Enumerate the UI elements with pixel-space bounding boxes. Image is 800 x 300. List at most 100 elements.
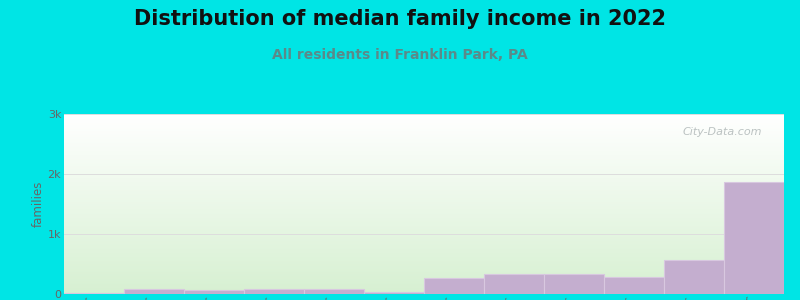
Bar <box>64 244 784 245</box>
Bar <box>64 199 784 200</box>
Bar <box>64 230 784 231</box>
Bar <box>64 274 784 275</box>
Y-axis label: families: families <box>32 181 45 227</box>
Bar <box>64 251 784 252</box>
Bar <box>64 257 784 258</box>
Bar <box>64 117 784 118</box>
Bar <box>64 120 784 121</box>
Bar <box>64 175 784 176</box>
Bar <box>64 180 784 181</box>
Bar <box>64 209 784 210</box>
Bar <box>64 292 784 293</box>
Bar <box>64 204 784 205</box>
Text: City-Data.com: City-Data.com <box>683 127 762 136</box>
Bar <box>64 121 784 122</box>
Bar <box>244 289 304 294</box>
Bar <box>64 142 784 143</box>
Bar <box>124 289 184 294</box>
Bar <box>64 173 784 174</box>
Bar <box>64 187 784 188</box>
Bar <box>64 218 784 219</box>
Bar <box>64 145 784 146</box>
Bar <box>64 261 784 262</box>
Text: All residents in Franklin Park, PA: All residents in Franklin Park, PA <box>272 48 528 62</box>
Bar <box>64 176 784 177</box>
Bar <box>64 129 784 130</box>
Bar <box>64 273 784 274</box>
Bar <box>64 134 784 135</box>
Bar <box>64 270 784 271</box>
Bar <box>64 225 784 226</box>
Bar <box>64 115 784 116</box>
Bar <box>664 260 724 294</box>
Bar <box>184 290 244 294</box>
Bar <box>64 116 784 117</box>
Bar <box>64 155 784 156</box>
Bar <box>724 182 784 294</box>
Bar <box>64 159 784 160</box>
Bar <box>64 125 784 126</box>
Bar <box>64 161 784 162</box>
Bar <box>64 165 784 166</box>
Bar <box>64 211 784 212</box>
Bar <box>64 135 784 136</box>
Bar <box>64 217 784 218</box>
Bar <box>64 288 784 289</box>
Bar <box>64 198 784 199</box>
Bar <box>64 153 784 154</box>
Text: Distribution of median family income in 2022: Distribution of median family income in … <box>134 9 666 29</box>
Bar <box>64 228 784 229</box>
Bar <box>64 140 784 141</box>
Bar <box>64 213 784 214</box>
Bar <box>64 249 784 250</box>
Bar <box>64 278 784 279</box>
Bar <box>64 174 784 175</box>
Bar <box>64 190 784 191</box>
Bar <box>64 237 784 238</box>
Bar <box>64 214 784 215</box>
Bar <box>64 219 784 220</box>
Bar <box>64 264 784 265</box>
Bar <box>64 212 784 213</box>
Bar <box>484 274 544 294</box>
Bar <box>64 137 784 138</box>
Bar <box>64 235 784 236</box>
Bar <box>64 262 784 263</box>
Bar <box>64 139 784 140</box>
Bar <box>64 182 784 183</box>
Bar <box>64 269 784 270</box>
Bar <box>64 203 784 204</box>
Bar <box>64 184 784 185</box>
Bar <box>64 144 784 145</box>
Bar <box>64 138 784 139</box>
Bar <box>64 179 784 180</box>
Bar <box>64 201 784 202</box>
Bar <box>64 223 784 224</box>
Bar <box>64 193 784 194</box>
Bar <box>64 185 784 186</box>
Bar <box>64 172 784 173</box>
Bar <box>64 158 784 159</box>
Bar <box>64 234 784 235</box>
Bar <box>64 206 784 207</box>
Bar <box>64 202 784 203</box>
Bar <box>64 128 784 129</box>
Bar <box>64 241 784 242</box>
Bar <box>64 162 784 163</box>
Bar <box>64 127 784 128</box>
Bar <box>64 236 784 237</box>
Bar <box>64 122 784 123</box>
Bar <box>64 196 784 197</box>
Bar <box>64 154 784 155</box>
Bar <box>64 189 784 190</box>
Bar <box>64 256 784 257</box>
Bar <box>64 124 784 125</box>
Bar <box>64 183 784 184</box>
Bar <box>64 132 784 133</box>
Bar <box>64 168 784 169</box>
Bar <box>64 248 784 249</box>
Bar <box>64 166 784 167</box>
Bar <box>64 119 784 120</box>
Bar <box>64 293 124 294</box>
Bar <box>64 152 784 153</box>
